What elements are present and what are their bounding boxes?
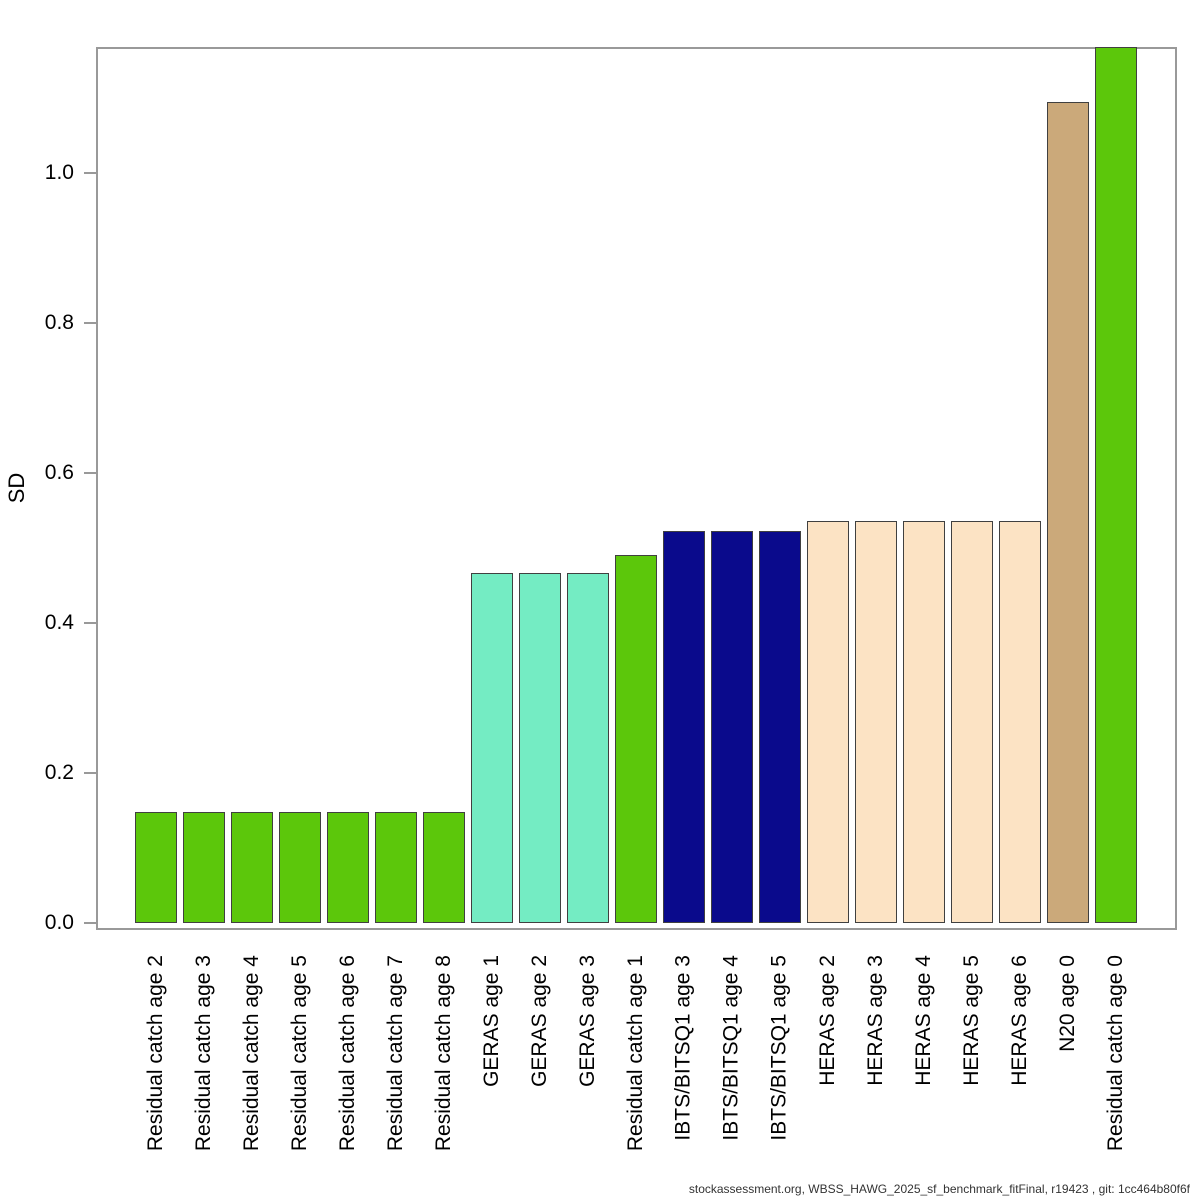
x-tick-label: GERAS age 3 (576, 955, 599, 1087)
y-tick-mark (84, 322, 96, 324)
x-tick-label: Residual catch age 7 (384, 955, 407, 1152)
bar-residual-catch-age-0 (1095, 47, 1137, 923)
x-tick-label: HERAS age 3 (864, 955, 887, 1086)
y-tick-label: 1.0 (44, 161, 74, 184)
bar-residual-catch-age-4 (231, 812, 273, 923)
bar-residual-catch-age-3 (183, 812, 225, 923)
bar-ibts-bitsq1-age-5 (759, 531, 801, 923)
bar-n20-age-0 (1047, 102, 1089, 923)
x-tick-label: IBTS/BITSQ1 age 3 (672, 955, 695, 1141)
bar-heras-age-4 (903, 521, 945, 923)
x-tick-label: HERAS age 2 (816, 955, 839, 1086)
bar-geras-age-1 (471, 573, 513, 923)
y-tick-mark (84, 622, 96, 624)
y-tick-mark (84, 922, 96, 924)
bar-residual-catch-age-1 (615, 555, 657, 923)
x-tick-label: Residual catch age 4 (240, 955, 263, 1152)
bar-geras-age-2 (519, 573, 561, 923)
bar-ibts-bitsq1-age-3 (663, 531, 705, 923)
bar-residual-catch-age-5 (279, 812, 321, 923)
x-tick-label: Residual catch age 2 (144, 955, 167, 1152)
bar-residual-catch-age-7 (375, 812, 417, 923)
x-tick-label: Residual catch age 3 (192, 955, 215, 1152)
x-tick-label: IBTS/BITSQ1 age 4 (720, 955, 743, 1141)
x-tick-label: Residual catch age 1 (624, 955, 647, 1152)
x-tick-label: N20 age 0 (1056, 955, 1079, 1052)
x-tick-label: HERAS age 6 (1008, 955, 1031, 1086)
x-tick-label: HERAS age 5 (960, 955, 983, 1086)
x-tick-label: HERAS age 4 (912, 955, 935, 1086)
y-tick-mark (84, 172, 96, 174)
bar-heras-age-5 (951, 521, 993, 923)
y-tick-mark (84, 472, 96, 474)
plot-area (96, 47, 1177, 930)
y-tick-label: 0.2 (44, 761, 74, 784)
x-tick-label: Residual catch age 5 (288, 955, 311, 1152)
y-tick-label: 0.8 (44, 311, 74, 334)
x-tick-label: GERAS age 2 (528, 955, 551, 1087)
bar-heras-age-6 (999, 521, 1041, 923)
bar-geras-age-3 (567, 573, 609, 923)
bar-heras-age-2 (807, 521, 849, 923)
x-tick-label: Residual catch age 0 (1104, 955, 1127, 1152)
x-tick-label: GERAS age 1 (480, 955, 503, 1087)
bar-residual-catch-age-2 (135, 812, 177, 923)
bar-residual-catch-age-8 (423, 812, 465, 923)
x-tick-label: Residual catch age 8 (432, 955, 455, 1152)
footer-text: stockassessment.org, WBSS_HAWG_2025_sf_b… (688, 1182, 1190, 1196)
x-tick-label: Residual catch age 6 (336, 955, 359, 1152)
bar-residual-catch-age-6 (327, 812, 369, 923)
y-tick-mark (84, 772, 96, 774)
x-tick-label: IBTS/BITSQ1 age 5 (768, 955, 791, 1141)
y-tick-label: 0.6 (44, 461, 74, 484)
bar-ibts-bitsq1-age-4 (711, 531, 753, 923)
y-tick-label: 0.4 (44, 611, 74, 634)
y-tick-label: 0.0 (44, 911, 74, 934)
bar-heras-age-3 (855, 521, 897, 923)
